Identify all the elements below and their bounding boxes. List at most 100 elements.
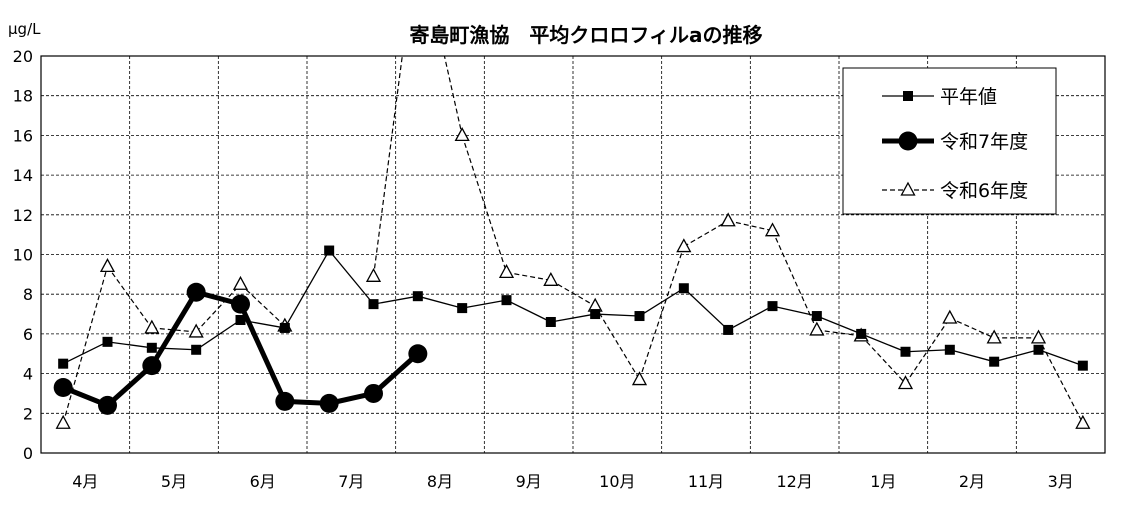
data-point <box>412 291 423 302</box>
plot-area <box>40 55 1106 454</box>
series-line-segment <box>195 283 241 333</box>
data-point <box>146 342 157 353</box>
series-line-segment <box>594 305 641 380</box>
x-tick-label: 4月 <box>72 472 98 491</box>
gridlines <box>41 56 1105 453</box>
y-tick-label: 20 <box>13 47 33 66</box>
series-line-segment <box>860 333 906 353</box>
x-tick-label: 8月 <box>427 472 453 491</box>
data-point <box>676 238 692 253</box>
data-point <box>58 358 69 369</box>
data-point <box>319 393 339 413</box>
data-point <box>365 267 382 282</box>
series-line-segment <box>638 246 685 380</box>
x-tick-label: 9月 <box>516 472 542 491</box>
data-point <box>767 301 778 312</box>
series-line-segment <box>993 349 1039 363</box>
y-tick-label: 0 <box>23 444 33 463</box>
x-tick-label: 6月 <box>250 472 276 491</box>
x-tick-label: 1月 <box>870 472 896 491</box>
data-point <box>498 264 515 279</box>
data-point <box>279 322 290 333</box>
x-tick-label: 11月 <box>688 472 724 491</box>
series-line-segment <box>151 347 197 351</box>
data-point <box>142 356 162 376</box>
data-point <box>501 295 512 306</box>
y-tick-labels: 0 2 4 6 8 10 12 14 16 18 20 <box>13 47 33 463</box>
series-line-segment <box>328 250 375 305</box>
series-line-segment <box>240 283 286 327</box>
data-point <box>235 315 246 326</box>
series-line-segment <box>107 266 153 329</box>
y-tick-label: 2 <box>23 404 33 423</box>
series-line-segment <box>595 313 640 317</box>
data-point <box>408 344 428 364</box>
data-point <box>368 299 379 310</box>
data-point <box>188 323 204 338</box>
x-tick-label: 3月 <box>1048 472 1074 491</box>
data-point <box>231 294 250 314</box>
data-point <box>1075 414 1091 429</box>
data-point <box>764 222 781 237</box>
y-tick-label: 8 <box>23 285 33 304</box>
data-point <box>1077 360 1088 371</box>
series-line-segment <box>683 220 729 248</box>
series-line-segment <box>238 303 288 403</box>
data-point <box>1033 344 1044 355</box>
y-tick-label: 6 <box>23 325 33 344</box>
series-0 <box>58 245 1088 371</box>
data-point <box>324 245 335 256</box>
y-tick-label: 4 <box>23 365 33 384</box>
data-point <box>723 324 734 335</box>
series-line-segment <box>107 341 152 349</box>
series-line-segment <box>105 363 154 408</box>
data-point <box>944 344 955 355</box>
series-line-segment <box>62 341 108 365</box>
data-point <box>457 303 468 314</box>
series-line-segment <box>639 287 685 317</box>
data-point <box>191 344 202 355</box>
series-line-segment <box>417 295 463 309</box>
legend-label: 令和7年度 <box>940 131 1028 153</box>
x-tick-label: 7月 <box>338 472 364 491</box>
y-axis-unit: μg/L <box>8 20 41 38</box>
data-point <box>809 321 825 336</box>
series-line-segment <box>683 287 729 331</box>
series-line-segment <box>772 305 817 317</box>
x-tick-labels: 4月 5月 6月 7月 8月 9月 10月 11月 12月 1月 2月 3月 <box>72 472 1074 491</box>
series-line-segment <box>905 349 950 353</box>
series-line-segment <box>443 56 463 136</box>
data-point <box>186 282 206 302</box>
series-line-segment <box>1037 337 1084 424</box>
data-point <box>1030 329 1047 344</box>
data-point <box>856 328 867 339</box>
x-tick-label: 12月 <box>776 472 812 491</box>
data-point <box>144 319 160 334</box>
y-tick-label: 14 <box>13 166 33 185</box>
data-point <box>720 212 736 227</box>
legend-box <box>842 67 1057 215</box>
legend-marker <box>903 91 913 101</box>
series-line-segment <box>949 349 995 363</box>
series-1 <box>53 282 428 415</box>
series-line-segment <box>284 250 330 329</box>
data-point <box>545 316 556 327</box>
series-line-segment <box>373 295 418 305</box>
series-line-segment <box>727 305 773 331</box>
data-point <box>942 309 958 324</box>
data-point <box>631 371 648 386</box>
series-line-segment <box>195 319 241 351</box>
x-tick-label: 10月 <box>599 472 635 491</box>
series-line-segment <box>372 56 403 277</box>
series-line-segment <box>550 279 596 307</box>
data-point <box>275 391 295 411</box>
data-point <box>678 283 689 294</box>
series-line-segment <box>816 315 862 335</box>
y-tick-label: 18 <box>13 87 33 106</box>
series-line-segment <box>550 313 596 323</box>
legend-marker <box>898 131 918 151</box>
data-point <box>454 127 470 142</box>
data-point <box>897 375 914 390</box>
data-point <box>102 336 113 347</box>
